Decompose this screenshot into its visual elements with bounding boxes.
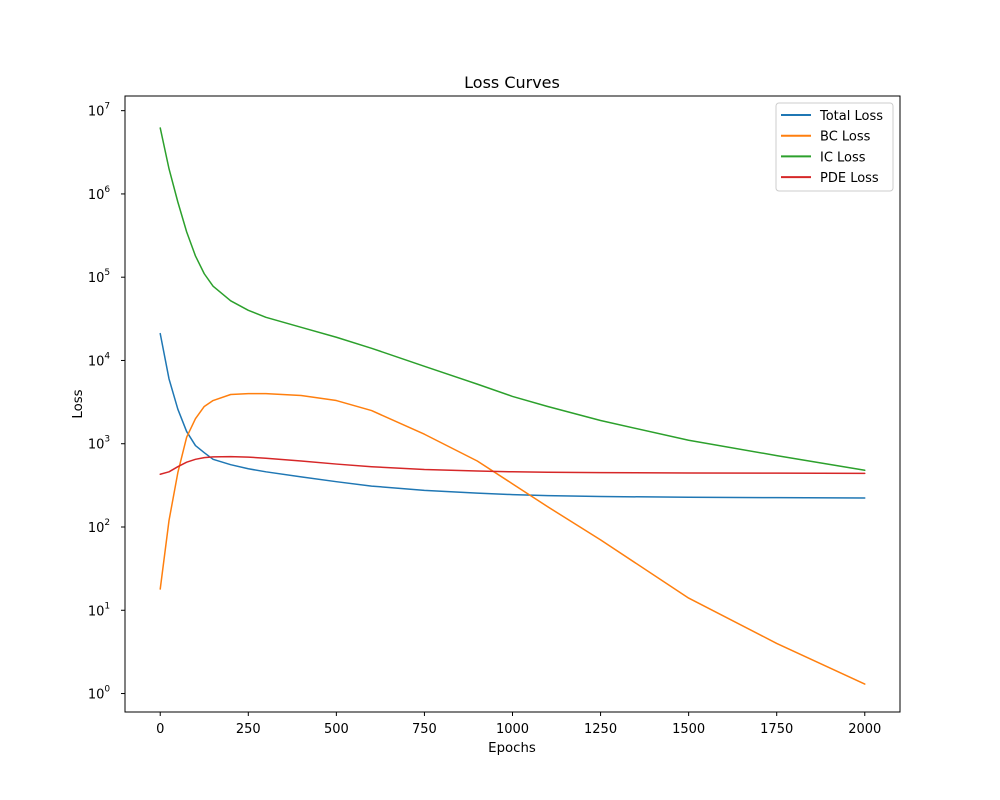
x-tick-label: 2000 <box>848 722 881 737</box>
y-tick-label: 105 <box>88 268 110 286</box>
y-tick-label: 106 <box>88 185 111 203</box>
legend-label: PDE Loss <box>820 171 879 186</box>
x-tick-label: 500 <box>324 722 349 737</box>
x-axis-label: Epochs <box>488 741 536 756</box>
chart-title: Loss Curves <box>464 73 560 92</box>
y-tick-label: 102 <box>88 518 110 536</box>
legend-label: Total Loss <box>819 109 883 124</box>
x-axis-ticks: 0 250 500 750 1000 1250 1500 1750 2000 <box>156 712 881 737</box>
y-tick-label: 100 <box>88 685 111 703</box>
series-line-bc-loss <box>159 392 866 685</box>
legend-box <box>775 102 894 192</box>
y-axis-label: Loss <box>71 389 86 418</box>
x-tick-label: 1250 <box>584 722 617 737</box>
plot-area <box>159 127 866 685</box>
y-tick-label: 104 <box>88 351 111 369</box>
series-line-pde-loss <box>159 455 866 475</box>
x-tick-label: 1750 <box>760 722 793 737</box>
y-axis-ticks: 100 101 102 103 104 105 106 107 <box>88 102 125 703</box>
x-tick-label: 1000 <box>496 722 529 737</box>
x-tick-label: 1500 <box>672 722 705 737</box>
x-tick-label: 250 <box>236 722 261 737</box>
series-line-total-loss <box>159 332 866 499</box>
x-tick-label: 750 <box>412 722 437 737</box>
y-tick-label: 107 <box>88 102 110 120</box>
y-tick-label: 103 <box>88 435 110 453</box>
y-tick-label: 101 <box>88 601 110 619</box>
legend-label: IC Loss <box>820 150 866 165</box>
x-tick-label: 0 <box>156 722 164 737</box>
legend-label: BC Loss <box>820 130 871 145</box>
series-line-ic-loss <box>159 127 866 472</box>
legend: Total Loss BC Loss IC Loss PDE Loss <box>775 102 894 192</box>
